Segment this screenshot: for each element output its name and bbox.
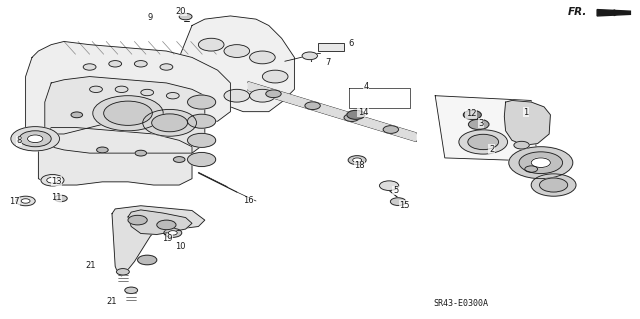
Circle shape — [305, 102, 320, 109]
Text: 3: 3 — [479, 119, 484, 128]
Circle shape — [463, 110, 481, 119]
Circle shape — [179, 13, 192, 20]
Text: 16: 16 — [243, 197, 253, 205]
Circle shape — [93, 96, 163, 131]
Circle shape — [250, 51, 275, 64]
Circle shape — [115, 86, 128, 93]
Text: SR43-E0300A: SR43-E0300A — [433, 299, 488, 308]
Circle shape — [173, 157, 185, 162]
Circle shape — [531, 158, 550, 167]
Polygon shape — [435, 96, 538, 161]
Circle shape — [157, 220, 176, 230]
Text: 7: 7 — [326, 58, 331, 67]
Circle shape — [468, 134, 499, 150]
Text: 6: 6 — [348, 39, 353, 48]
Circle shape — [390, 198, 406, 205]
Circle shape — [347, 110, 365, 119]
Text: 4: 4 — [364, 82, 369, 91]
Text: 15: 15 — [399, 201, 410, 210]
Circle shape — [135, 150, 147, 156]
Bar — [318, 43, 344, 51]
Text: 21: 21 — [106, 297, 116, 306]
Circle shape — [519, 152, 563, 174]
Circle shape — [16, 196, 35, 206]
Circle shape — [168, 231, 177, 235]
Polygon shape — [38, 128, 192, 185]
Circle shape — [224, 45, 250, 57]
Circle shape — [188, 114, 216, 128]
Circle shape — [11, 127, 60, 151]
Circle shape — [198, 38, 224, 51]
Circle shape — [90, 86, 102, 93]
Circle shape — [383, 126, 399, 133]
Circle shape — [28, 135, 43, 143]
Circle shape — [134, 61, 147, 67]
Circle shape — [468, 119, 489, 130]
Circle shape — [348, 156, 366, 165]
Circle shape — [509, 147, 573, 179]
Circle shape — [188, 152, 216, 167]
Text: 14: 14 — [358, 108, 368, 117]
Text: 5: 5 — [393, 186, 398, 195]
Polygon shape — [179, 16, 294, 112]
Circle shape — [266, 90, 281, 98]
Text: 10: 10 — [175, 242, 186, 251]
Text: 11: 11 — [51, 193, 61, 202]
Circle shape — [116, 269, 129, 275]
Circle shape — [143, 109, 196, 136]
Circle shape — [344, 114, 360, 122]
Circle shape — [188, 133, 216, 147]
Circle shape — [380, 181, 399, 190]
Circle shape — [525, 166, 538, 172]
Text: 17: 17 — [9, 197, 19, 206]
Circle shape — [531, 174, 576, 196]
Circle shape — [138, 255, 157, 265]
Circle shape — [224, 89, 250, 102]
Circle shape — [514, 141, 529, 149]
Text: 21: 21 — [86, 261, 96, 270]
Circle shape — [160, 64, 173, 70]
Circle shape — [188, 95, 216, 109]
Circle shape — [166, 93, 179, 99]
Circle shape — [164, 228, 182, 237]
Circle shape — [353, 158, 362, 162]
Circle shape — [104, 101, 152, 125]
Polygon shape — [248, 82, 416, 141]
Text: 20: 20 — [176, 7, 186, 16]
Text: FR.: FR. — [568, 7, 588, 18]
Polygon shape — [597, 10, 630, 16]
Circle shape — [141, 89, 154, 96]
Text: 19: 19 — [163, 234, 173, 243]
Circle shape — [21, 199, 30, 203]
Text: 13: 13 — [51, 177, 61, 186]
Circle shape — [302, 52, 317, 60]
Polygon shape — [26, 41, 230, 134]
Text: 9: 9 — [148, 13, 153, 22]
Circle shape — [109, 61, 122, 67]
Text: 12: 12 — [466, 109, 476, 118]
Polygon shape — [45, 77, 205, 153]
Circle shape — [97, 147, 108, 153]
Text: 2: 2 — [489, 145, 494, 154]
Text: 1: 1 — [524, 108, 529, 117]
Circle shape — [128, 215, 147, 225]
Circle shape — [262, 70, 288, 83]
Circle shape — [47, 177, 58, 183]
Text: 18: 18 — [355, 161, 365, 170]
Polygon shape — [128, 210, 192, 234]
Circle shape — [19, 131, 51, 147]
Circle shape — [54, 195, 67, 202]
Polygon shape — [112, 206, 205, 276]
Circle shape — [125, 287, 138, 293]
Text: 8: 8 — [17, 137, 22, 145]
Polygon shape — [504, 100, 550, 145]
Circle shape — [459, 130, 508, 154]
Circle shape — [152, 114, 188, 132]
Circle shape — [540, 178, 568, 192]
Circle shape — [83, 64, 96, 70]
Circle shape — [41, 174, 64, 186]
Circle shape — [71, 112, 83, 118]
Circle shape — [250, 89, 275, 102]
